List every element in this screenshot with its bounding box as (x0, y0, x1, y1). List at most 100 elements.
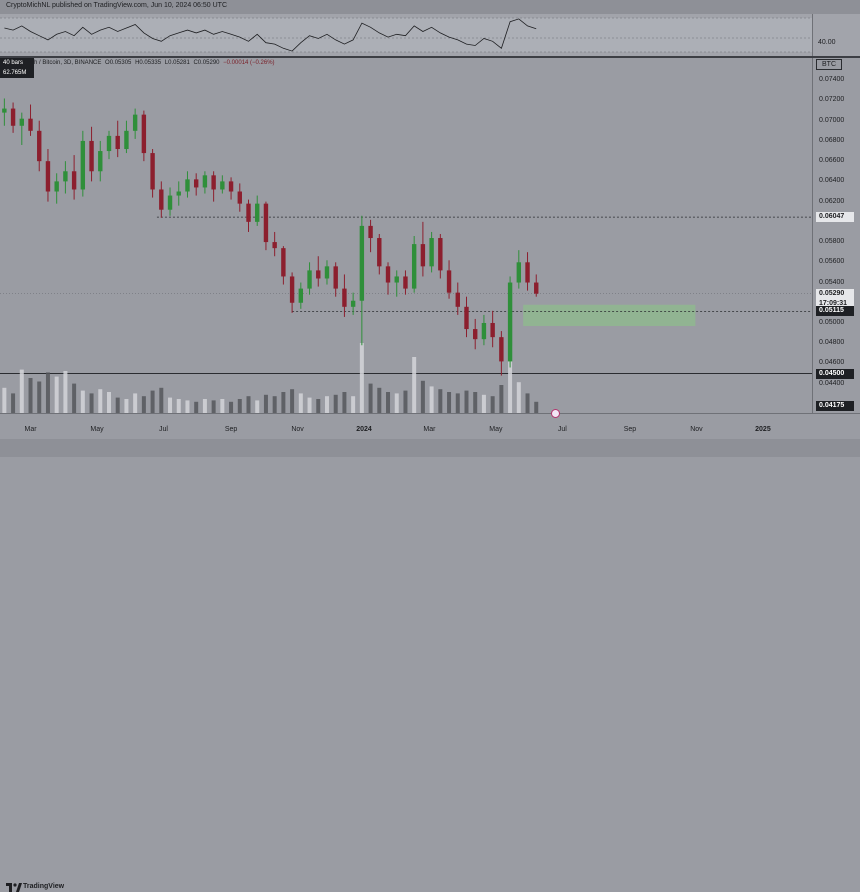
candle-body (246, 203, 251, 222)
candle-body (534, 282, 539, 294)
candle-body (342, 288, 347, 307)
candle-body (368, 225, 373, 239)
candle-body (272, 242, 277, 249)
volume-bar (19, 369, 24, 413)
candle-body (490, 322, 495, 338)
volume-bar (150, 390, 155, 413)
symbol-label: h / Bitcoin, 3D, BINANCE (34, 60, 102, 66)
price-tick-label: 0.05000 (819, 318, 845, 326)
volume-bar (534, 401, 539, 413)
price-tick-label: 0.04600 (819, 359, 845, 367)
time-tick-label: Mar (423, 426, 436, 433)
volume-bar (481, 394, 486, 413)
price-scale[interactable] (812, 58, 860, 413)
volume-bar (499, 385, 504, 413)
volume-bar (455, 393, 460, 413)
volume-bar (133, 393, 138, 413)
time-tick-label: Sep (623, 426, 637, 433)
volume-bar (490, 396, 495, 413)
rsi-level-label: 40.00 (818, 39, 836, 46)
demand-zone (523, 304, 696, 327)
price-tick-label: 0.06200 (819, 197, 845, 205)
candle-body (281, 248, 286, 277)
price-tick-label: 0.07200 (819, 96, 845, 104)
candle-body (176, 191, 181, 196)
low-value: L0.05281 (164, 60, 190, 66)
volume-bar (37, 381, 42, 413)
volume-bar (106, 392, 111, 413)
candle-body (298, 288, 304, 303)
volume-bar (412, 357, 417, 413)
candle-body (255, 203, 260, 222)
candle-body (202, 175, 208, 188)
rsi-line (4, 18, 537, 52)
volume-bar (28, 378, 33, 413)
ohlc-legend: h / Bitcoin, 3D, BINANCE O0.05305 H0.053… (34, 60, 277, 66)
volume-bar (438, 389, 443, 413)
price-axis-label: 0.05290 (816, 288, 854, 299)
candle-body (481, 322, 487, 340)
candle-body (45, 161, 51, 192)
volume-tag: 62.765M (0, 68, 34, 78)
price-axis-label: 17:09:31 (816, 298, 854, 309)
lightning-event-icon[interactable] (551, 409, 560, 418)
volume-bar (202, 399, 207, 413)
time-axis[interactable] (0, 413, 860, 439)
rsi-scale[interactable] (812, 14, 860, 56)
volume-bar (2, 387, 7, 413)
volume-bar (516, 382, 521, 413)
candle-body (2, 108, 7, 113)
pane-separator[interactable] (0, 56, 860, 58)
price-tick-label: 0.05800 (819, 238, 845, 246)
volume-bar (298, 393, 303, 413)
volume-bar (54, 376, 59, 413)
volume-bar (229, 401, 234, 413)
time-tick-label: 2024 (356, 426, 372, 433)
time-tick-label: Sep (224, 426, 238, 433)
volume-bar (220, 399, 225, 413)
price-axis-label: 0.04175 (816, 401, 854, 412)
volume-bar (211, 400, 216, 413)
candle-body (507, 282, 513, 362)
volume-bar (11, 393, 16, 413)
time-tick-label: Nov (291, 426, 304, 433)
candle-body (473, 329, 478, 340)
candle-body (525, 262, 530, 283)
volume-bar (386, 392, 391, 413)
volume-bar (316, 399, 321, 413)
high-value: H0.05335 (135, 60, 162, 66)
attribution-bar: CryptoMichNL published on TradingView.co… (0, 0, 860, 14)
volume-bar (307, 397, 312, 413)
candle-body (429, 238, 434, 267)
price-axis-label: 0.06047 (816, 212, 854, 223)
candle-body (289, 276, 295, 303)
candle-body (71, 171, 77, 190)
candle-body (115, 135, 120, 150)
volume-bar (141, 396, 146, 413)
time-tick-label: Nov (690, 426, 703, 433)
volume-bar (89, 393, 94, 413)
time-tick-label: May (489, 426, 503, 433)
volume-bar (115, 397, 120, 413)
volume-bar (403, 390, 408, 413)
candle-body (316, 270, 321, 279)
candle-body (80, 140, 86, 190)
change-value: −0.00014 (−0.26%) (223, 60, 275, 66)
volume-bar (447, 392, 452, 413)
candle-body (98, 151, 103, 172)
currency-button[interactable]: BTC (816, 59, 842, 70)
candle-body (159, 189, 164, 210)
price-axis-label: 0.04500 (816, 368, 854, 379)
price-tick-label: 0.04400 (819, 379, 845, 387)
candle-body (499, 337, 504, 362)
candle-body (193, 179, 199, 188)
volume-bar (377, 387, 382, 413)
volume-bar (272, 396, 277, 413)
volume-bar (394, 393, 399, 413)
candle-body (54, 181, 59, 192)
footer-bar: TradingView (0, 439, 860, 892)
volume-bar (290, 389, 295, 413)
price-tick-label: 0.04800 (819, 339, 845, 347)
volume-bar (333, 394, 338, 413)
volume-bar (281, 392, 286, 413)
